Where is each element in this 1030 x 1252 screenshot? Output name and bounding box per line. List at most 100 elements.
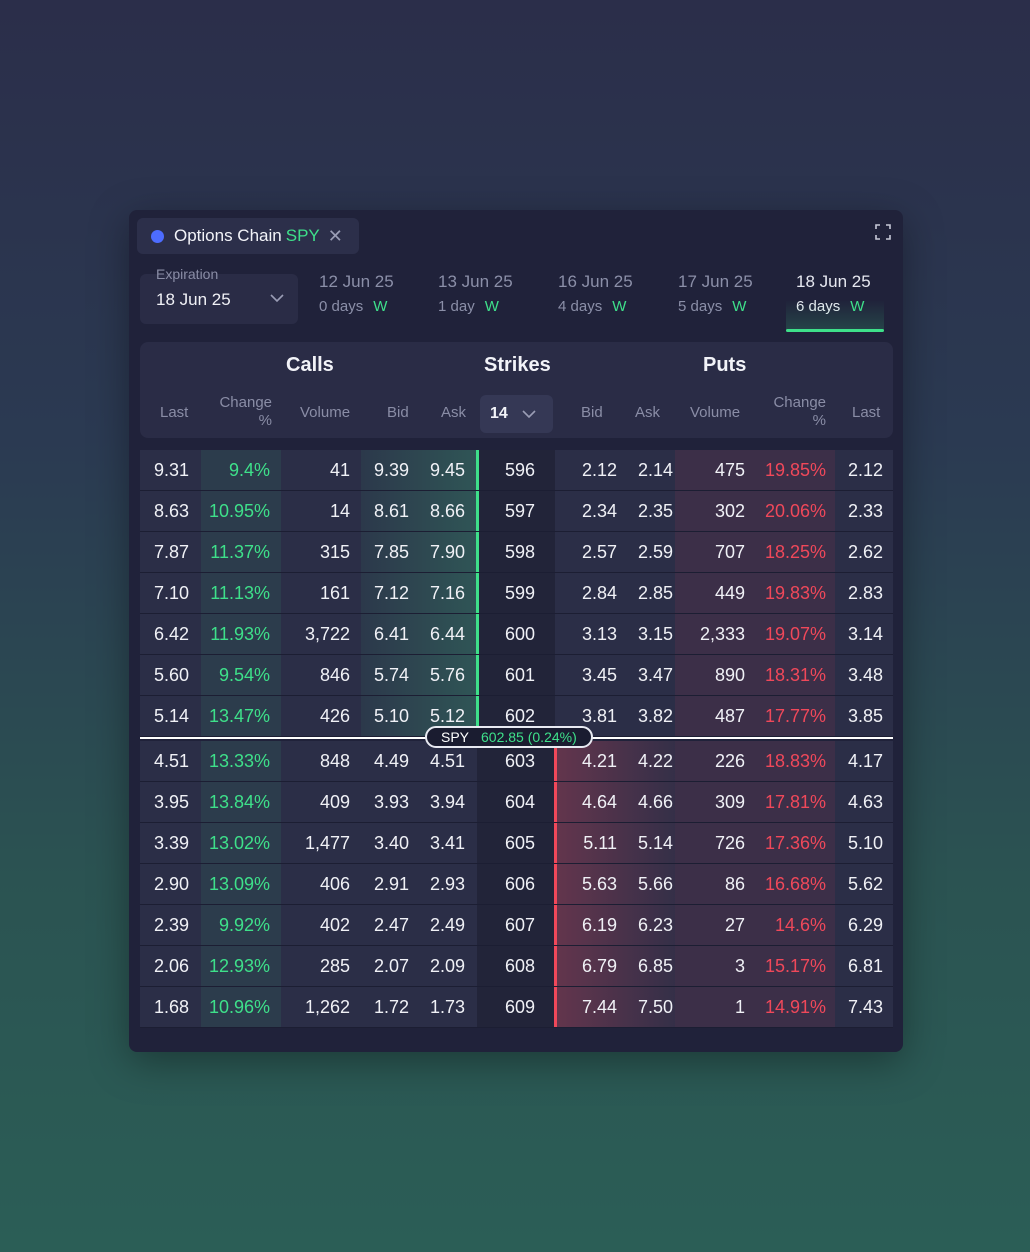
cell-c-vol[interactable]: 285 (319, 956, 350, 976)
cell-c-vol[interactable]: 846 (319, 665, 350, 685)
cell-c-bid[interactable]: 5.10 (373, 706, 409, 726)
cell-p-last[interactable]: 5.62 (847, 874, 883, 894)
cell-c-bid[interactable]: 7.85 (373, 542, 409, 562)
cell-p-chg[interactable]: 14.6% (774, 915, 826, 935)
cell-c-ask[interactable]: 6.44 (429, 624, 465, 644)
puts-last-header[interactable]: Last (852, 404, 881, 421)
puts-volume-header[interactable]: Volume (690, 404, 741, 421)
cell-p-last[interactable]: 4.63 (847, 792, 883, 812)
expiration-date-tab[interactable]: 13 Jun 25 1 day W (438, 270, 538, 332)
cell-p-bid[interactable]: 3.13 (581, 624, 617, 644)
cell-c-vol[interactable]: 402 (319, 915, 350, 935)
cell-c-ask[interactable]: 1.73 (429, 997, 465, 1017)
table-row[interactable]: 2.06 12.93% 285 2.07 2.09 608 6.79 6.85 3 15.17% 6… (140, 946, 893, 987)
cell-c-chg[interactable]: 9.54% (218, 665, 270, 685)
cell-c-bid[interactable]: 1.72 (373, 997, 409, 1017)
cell-c-last[interactable]: 5.60 (153, 665, 189, 685)
cell-p-chg[interactable]: 19.07% (764, 624, 826, 644)
calls-change-header[interactable]: Change% (219, 394, 272, 429)
cell-c-ask[interactable]: 2.09 (429, 956, 465, 976)
cell-c-vol[interactable]: 3,722 (304, 624, 350, 644)
cell-p-chg[interactable]: 18.25% (764, 542, 826, 562)
cell-c-vol[interactable]: 161 (319, 583, 350, 603)
cell-p-bid[interactable]: 4.64 (581, 792, 617, 812)
cell-c-chg[interactable]: 13.02% (208, 833, 270, 853)
cell-c-chg[interactable]: 11.13% (210, 583, 270, 603)
strike-count-select[interactable]: 14 (480, 395, 553, 433)
cell-p-bid[interactable]: 6.19 (581, 915, 617, 935)
expiration-date-tab[interactable]: 12 Jun 25 0 days W (319, 270, 419, 332)
table-row[interactable]: 3.39 13.02% 1,477 3.40 3.41 605 5.11 5.14 726 17.… (140, 823, 893, 864)
cell-c-chg[interactable]: 9.92% (218, 915, 270, 935)
cell-p-vol[interactable]: 309 (714, 792, 745, 812)
cell-p-last[interactable]: 3.14 (847, 624, 883, 644)
cell-p-bid[interactable]: 2.34 (581, 501, 617, 521)
cell-c-bid[interactable]: 9.39 (373, 460, 409, 480)
calls-volume-header[interactable]: Volume (300, 404, 351, 421)
cell-c-ask[interactable]: 8.66 (429, 501, 465, 521)
cell-p-ask[interactable]: 3.82 (637, 706, 673, 726)
fullscreen-icon[interactable] (875, 224, 891, 240)
cell-c-last[interactable]: 7.10 (153, 583, 189, 603)
cell-p-chg[interactable]: 17.36% (764, 833, 826, 853)
cell-p-bid[interactable]: 7.44 (581, 997, 617, 1017)
cell-c-ask[interactable]: 5.12 (429, 706, 465, 726)
cell-c-chg[interactable]: 11.37% (210, 542, 270, 562)
cell-c-vol[interactable]: 14 (329, 501, 350, 521)
cell-p-chg[interactable]: 20.06% (764, 501, 826, 521)
cell-c-vol[interactable]: 315 (319, 542, 350, 562)
cell-p-chg[interactable]: 19.85% (764, 460, 826, 480)
cell-c-bid[interactable]: 2.07 (373, 956, 409, 976)
cell-p-bid[interactable]: 4.21 (581, 751, 617, 771)
cell-c-ask[interactable]: 4.51 (429, 751, 465, 771)
expiration-date-tab[interactable]: 17 Jun 25 5 days W (678, 270, 778, 332)
cell-c-bid[interactable]: 7.12 (373, 583, 409, 603)
cell-p-ask[interactable]: 2.14 (637, 460, 673, 480)
calls-bid-header[interactable]: Bid (387, 404, 409, 421)
cell-p-vol[interactable]: 475 (714, 460, 745, 480)
cell-c-vol[interactable]: 1,262 (304, 997, 350, 1017)
cell-c-last[interactable]: 1.68 (153, 997, 189, 1017)
cell-c-vol[interactable]: 406 (319, 874, 350, 894)
cell-p-ask[interactable]: 6.85 (637, 956, 673, 976)
puts-bid-header[interactable]: Bid (581, 404, 603, 421)
cell-p-vol[interactable]: 302 (714, 501, 745, 521)
cell-c-bid[interactable]: 8.61 (373, 501, 409, 521)
table-row[interactable]: 7.10 11.13% 161 7.12 7.16 599 2.84 2.85 449 19.83… (140, 573, 893, 614)
cell-c-bid[interactable]: 3.40 (373, 833, 409, 853)
table-row[interactable]: 7.87 11.37% 315 7.85 7.90 598 2.57 2.59 707 18.25… (140, 532, 893, 573)
cell-p-bid[interactable]: 3.45 (581, 665, 617, 685)
cell-p-ask[interactable]: 6.23 (637, 915, 673, 935)
cell-p-bid[interactable]: 2.84 (581, 583, 617, 603)
cell-p-vol[interactable]: 1 (734, 997, 745, 1017)
cell-p-bid[interactable]: 2.12 (581, 460, 617, 480)
cell-c-chg[interactable]: 12.93% (208, 956, 270, 976)
cell-c-bid[interactable]: 4.49 (373, 751, 409, 771)
cell-p-bid[interactable]: 2.57 (581, 542, 617, 562)
table-row[interactable]: 2.39 9.92% 402 2.47 2.49 607 6.19 6.23 27 14.6% 6.… (140, 905, 893, 946)
cell-c-last[interactable]: 3.39 (153, 833, 189, 853)
cell-p-last[interactable]: 6.81 (847, 956, 883, 976)
expiration-select[interactable]: Expiration 18 Jun 25 (140, 266, 298, 324)
cell-p-ask[interactable]: 3.47 (637, 665, 673, 685)
expiration-date-tab[interactable]: 16 Jun 25 4 days W (558, 270, 658, 332)
cell-p-last[interactable]: 7.43 (847, 997, 883, 1017)
cell-p-chg[interactable]: 15.17% (764, 956, 826, 976)
close-icon[interactable]: ✕ (327, 225, 343, 246)
cell-p-bid[interactable]: 5.11 (583, 833, 617, 853)
cell-c-vol[interactable]: 41 (329, 460, 350, 480)
cell-p-last[interactable]: 2.62 (847, 542, 883, 562)
cell-p-last[interactable]: 3.48 (847, 665, 883, 685)
cell-c-chg[interactable]: 10.95% (208, 501, 270, 521)
table-row[interactable]: 6.42 11.93% 3,722 6.41 6.44 600 3.13 3.15 2,333 1… (140, 614, 893, 655)
puts-ask-header[interactable]: Ask (635, 404, 661, 421)
cell-c-ask[interactable]: 9.45 (429, 460, 465, 480)
cell-c-chg[interactable]: 10.96% (208, 997, 270, 1017)
cell-p-ask[interactable]: 2.85 (637, 583, 673, 603)
cell-c-vol[interactable]: 409 (319, 792, 350, 812)
cell-c-last[interactable]: 3.95 (153, 792, 189, 812)
table-row[interactable]: 1.68 10.96% 1,262 1.72 1.73 609 7.44 7.50 1 14.91… (140, 987, 893, 1028)
cell-p-vol[interactable]: 707 (714, 542, 745, 562)
cell-p-last[interactable]: 3.85 (847, 706, 883, 726)
cell-p-ask[interactable]: 5.14 (637, 833, 673, 853)
